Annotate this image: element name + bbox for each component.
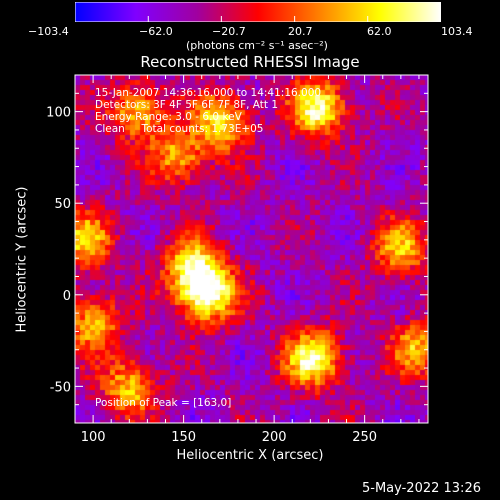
time-range-annotation: 15-Jan-2007 14:36:16.000 to 14:41:16.000 <box>95 87 322 99</box>
y-axis-label: Heliocentric Y (arcsec) <box>14 186 30 333</box>
colorbar-units: (photons cm⁻² s⁻¹ asec⁻²) <box>186 39 328 52</box>
colorbar-tick-label: −20.7 <box>212 25 246 38</box>
colorbar-gradient <box>75 2 441 22</box>
plot-frame <box>74 74 429 424</box>
colorbar-tick-label: −62.0 <box>139 25 173 38</box>
y-tick-label: 50 <box>54 197 71 212</box>
energy-annotation: Energy Range: 3.0 - 6.0 keV <box>95 111 242 123</box>
colorbar-tick-label: 103.4 <box>441 25 473 38</box>
generation-date: 5-May-2022 13:26 <box>362 481 481 496</box>
x-tick-label: 150 <box>171 430 196 445</box>
colorbar <box>75 2 441 22</box>
colorbar-tick-label: −103.4 <box>28 25 69 38</box>
x-tick-label: 250 <box>352 430 377 445</box>
peak-position-annotation: Position of Peak = [163,0] <box>95 397 232 409</box>
colorbar-tick-label: 20.7 <box>288 25 313 38</box>
y-tick-label: -50 <box>50 380 71 395</box>
y-tick-label: 100 <box>46 106 71 121</box>
chart-title: Reconstructed RHESSI Image <box>140 53 360 71</box>
heatmap-image <box>75 75 428 423</box>
detectors-annotation: Detectors: 3F 4F 5F 6F 7F 8F, Att 1 <box>95 99 279 111</box>
x-tick-label: 200 <box>262 430 287 445</box>
y-tick-label: 0 <box>63 289 71 304</box>
colorbar-tick-label: 62.0 <box>367 25 392 38</box>
x-tick-label: 100 <box>81 430 106 445</box>
x-axis-label: Heliocentric X (arcsec) <box>176 448 324 463</box>
method-counts-annotation: Clean Total counts: 1.73E+05 <box>95 123 264 135</box>
